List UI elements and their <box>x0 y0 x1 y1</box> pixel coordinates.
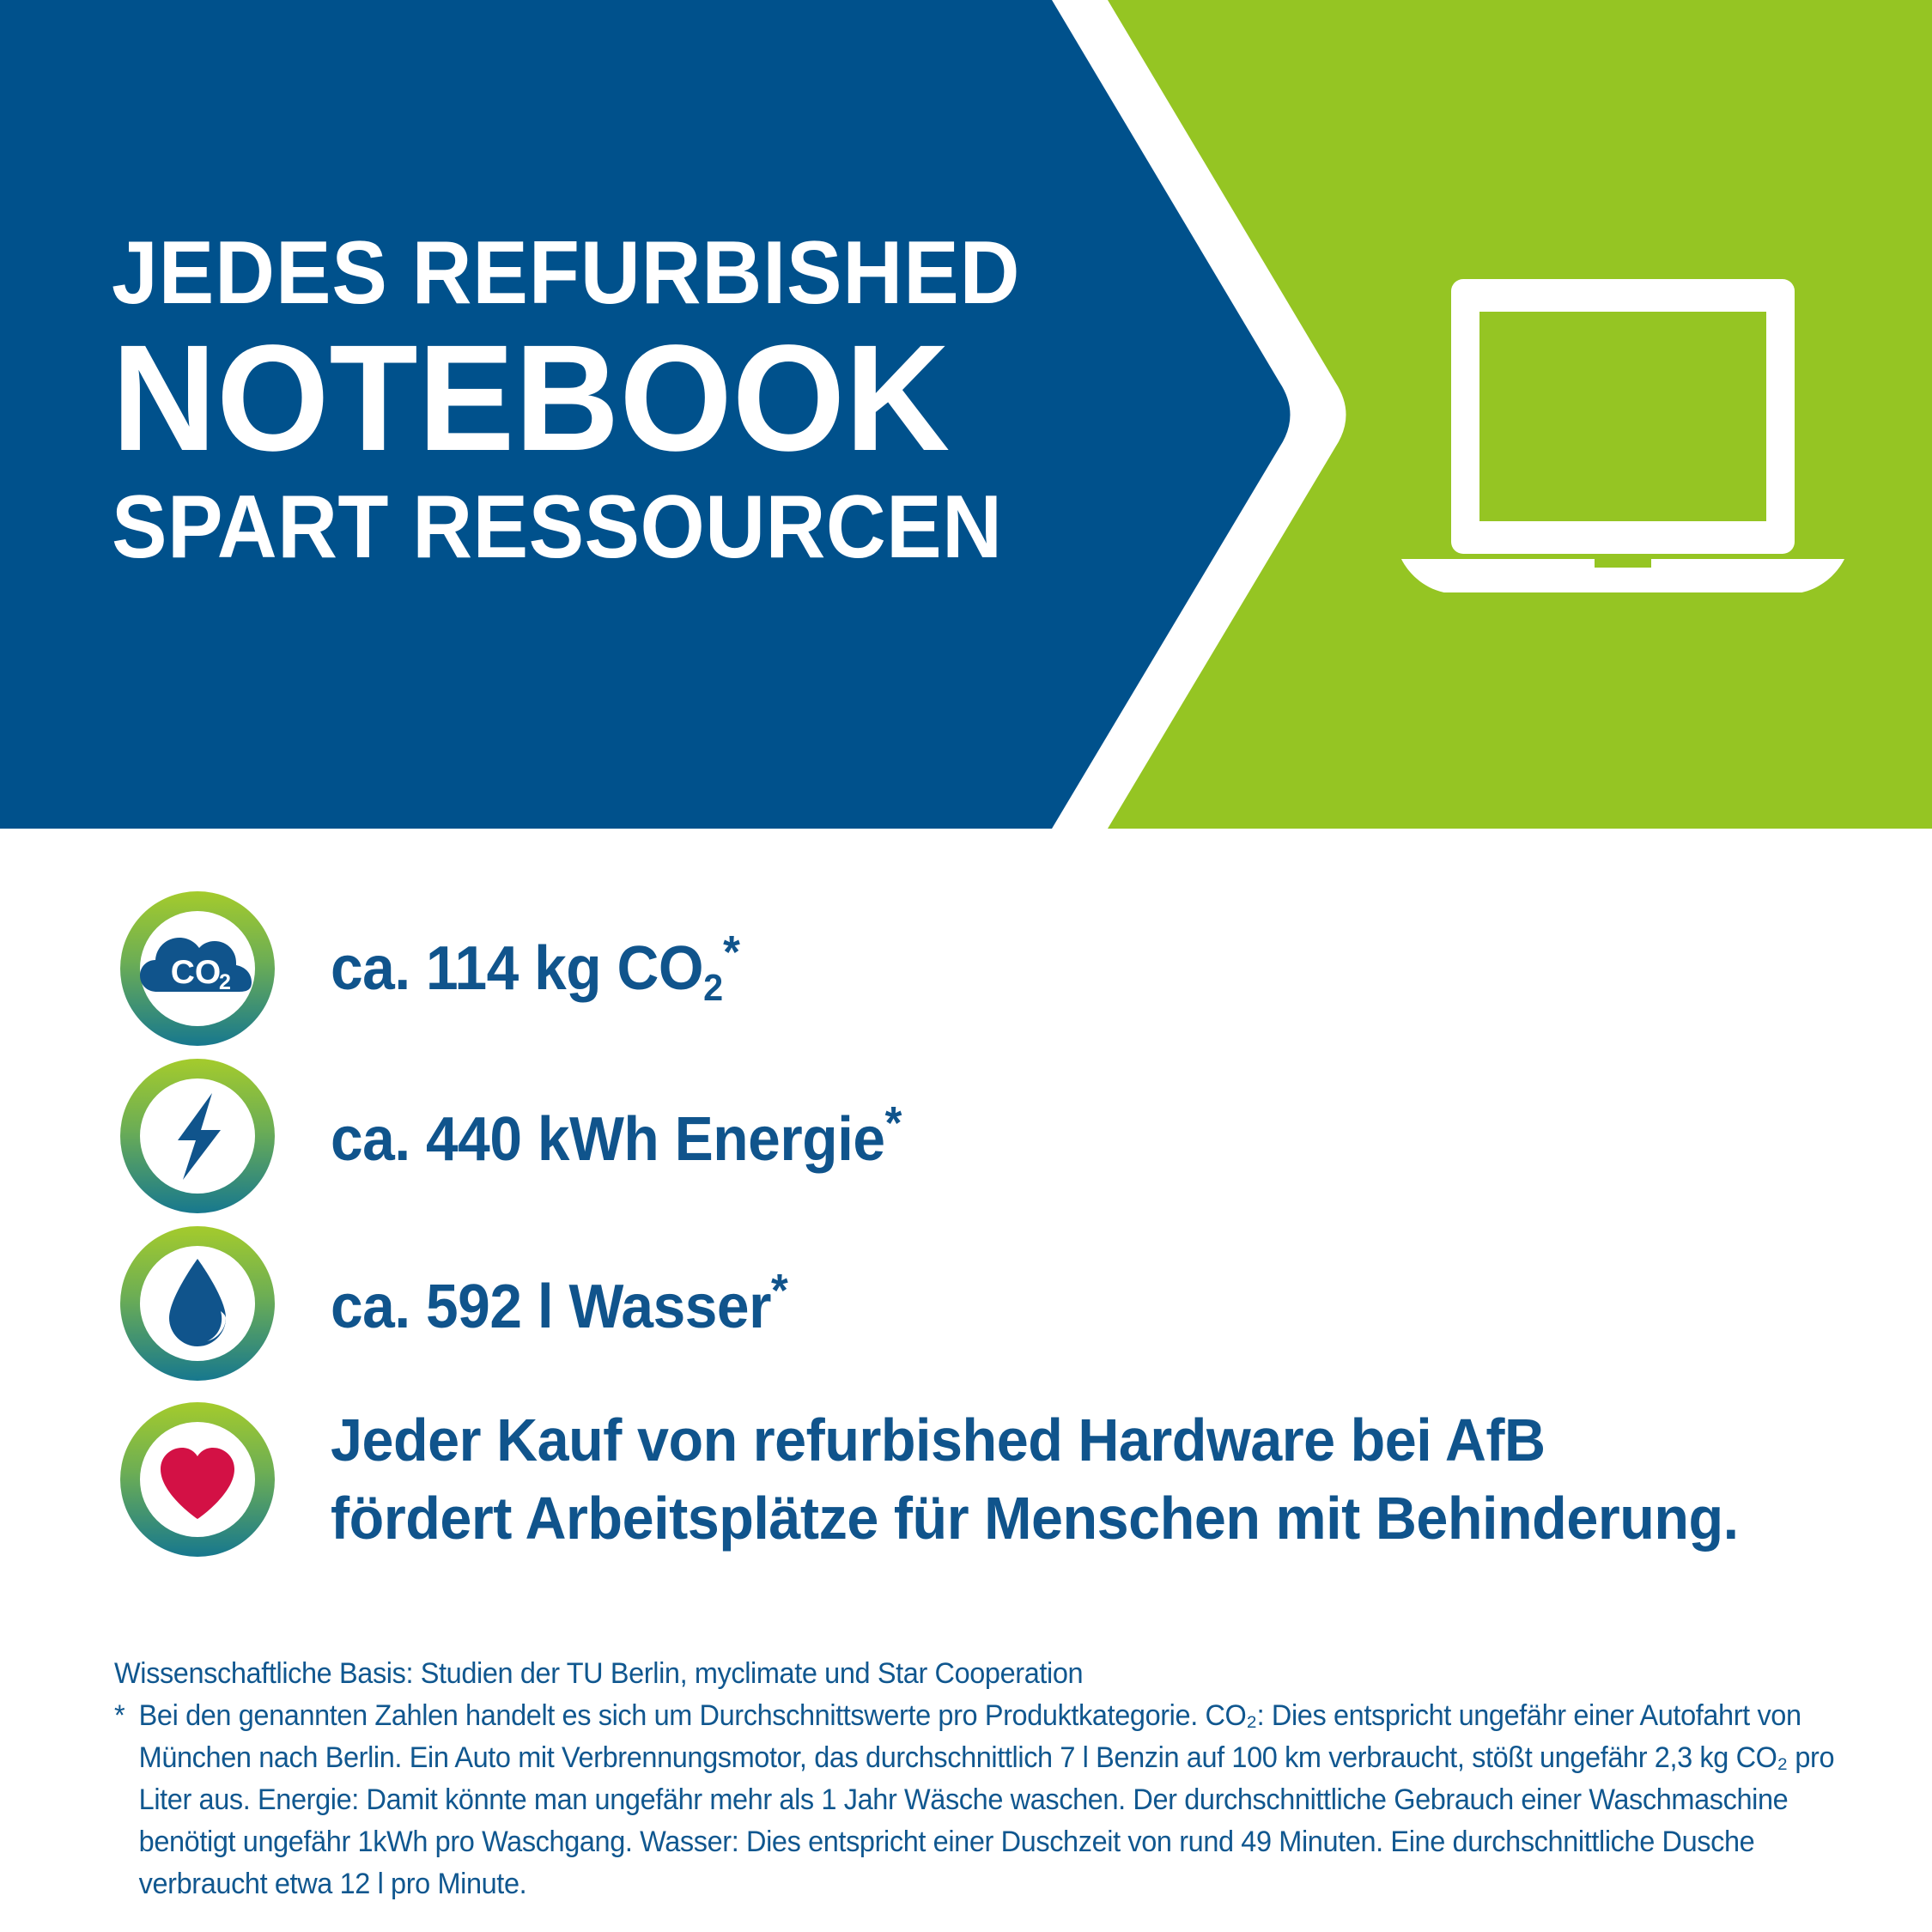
stat-label-water: ca. 592 l Wasser* <box>331 1264 788 1341</box>
footnote-line-1: Bei den genannten Zahlen handelt es sich… <box>138 1698 1801 1732</box>
footnote-body: Bei den genannten Zahlen handelt es sich… <box>139 1695 1835 1905</box>
footnote-line-2: München nach Berlin. Ein Auto mit Verbre… <box>138 1741 1835 1774</box>
stat-water-asterisk: * <box>770 1264 788 1316</box>
laptop-icon <box>1382 275 1863 594</box>
footnote-marker: * <box>114 1698 125 1732</box>
lightning-bolt-icon <box>116 1054 279 1218</box>
footnote-source: Wissenschaftliche Basis: Studien der TU … <box>114 1657 1084 1690</box>
water-drop-icon <box>116 1222 279 1385</box>
stat-water-prefix: ca. 592 l Wasser <box>331 1272 771 1341</box>
stat-row-energy: ca. 440 kWh Energie* <box>0 1052 1932 1219</box>
svg-text:2: 2 <box>219 970 231 994</box>
water-drop-highlight <box>207 1310 226 1341</box>
co2-cloud-glyph: CO 2 <box>140 937 252 994</box>
lightning-bolt-glyph <box>178 1092 221 1180</box>
water-drop-glyph <box>169 1258 226 1346</box>
stat-energy-prefix: ca. 440 kWh Energie <box>331 1104 885 1174</box>
footnotes-block: Wissenschaftliche Basis: Studien der TU … <box>114 1653 1835 1905</box>
stat-energy-asterisk: * <box>884 1097 902 1149</box>
heart-glyph <box>161 1447 234 1519</box>
footnote-line-5: verbraucht etwa 12 l pro Minute. <box>138 1867 527 1900</box>
stat-row-co2: CO 2 ca. 114 kg CO2* <box>0 884 1932 1052</box>
footnote-asterisk-block: * Bei den genannten Zahlen handelt es si… <box>114 1695 1835 1905</box>
svg-text:CO: CO <box>171 954 222 991</box>
stat-co2-prefix: ca. 114 kg CO <box>331 933 704 1003</box>
stat-co2-asterisk: * <box>723 926 740 978</box>
footnote-line-3: Liter aus. Energie: Damit könnte man ung… <box>138 1783 1789 1816</box>
heart-icon <box>116 1398 279 1561</box>
stat-row-water: ca. 592 l Wasser* <box>0 1219 1932 1387</box>
stat-row-statement: Jeder Kauf von refurbished Hardware bei … <box>0 1387 1932 1571</box>
stat-co2-subscript: 2 <box>703 966 724 1009</box>
statement-line1: Jeder Kauf von refurbished Hardware bei … <box>331 1406 1546 1473</box>
laptop-icon-svg <box>1401 279 1844 594</box>
stat-label-energy: ca. 440 kWh Energie* <box>331 1097 902 1174</box>
stats-list: CO 2 ca. 114 kg CO2* <box>0 884 1932 1571</box>
footnote-line-4: benötigt ungefähr 1kWh pro Waschgang. Wa… <box>138 1825 1755 1858</box>
blue-chevron <box>0 0 1291 829</box>
stat-label-co2: ca. 114 kg CO2* <box>331 926 740 1009</box>
header-banner: JEDES REFURBISHED NOTEBOOK SPART RESSOUR… <box>0 0 1932 829</box>
statement-text: Jeder Kauf von refurbished Hardware bei … <box>331 1401 1852 1558</box>
co2-cloud-icon: CO 2 <box>116 887 279 1050</box>
statement-line2: fördert Arbeitsplätze für Menschen mit B… <box>331 1484 1739 1552</box>
